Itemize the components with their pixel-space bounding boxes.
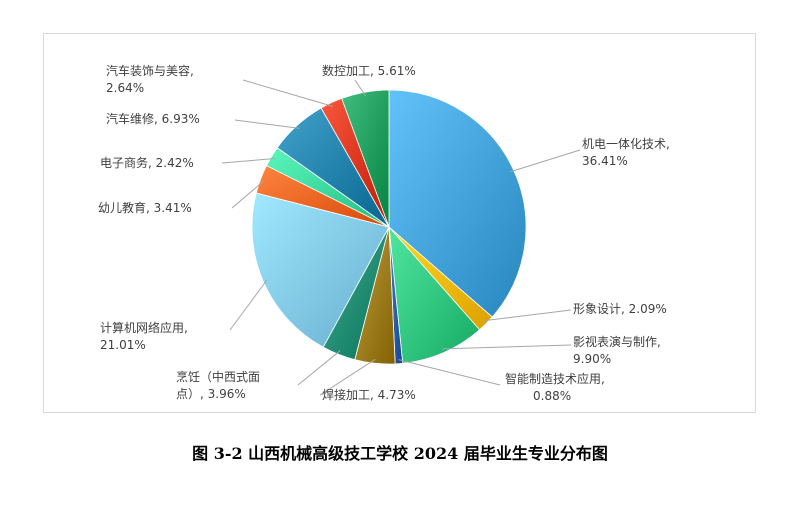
leader-line-3 [442, 344, 572, 350]
slice-label-2: 形象设计, 2.09% [573, 302, 667, 316]
slice-label-12: 数控加工, 5.61% [322, 63, 416, 78]
leader-line-6 [297, 350, 341, 386]
leader-line-12 [354, 79, 367, 97]
leader-line-1 [509, 149, 581, 173]
pie-slice-7 [251, 192, 390, 348]
figure-caption: 图 3-2 山西机械高级技工学校 2024 届毕业生专业分布图 [192, 444, 608, 463]
slice-label-6: 烹饪（中西式面点）, 3.96% [176, 369, 260, 401]
leader-line-9 [221, 158, 276, 164]
slice-label-11: 汽车装饰与美容, 2.64% [106, 63, 194, 95]
leader-line-7 [229, 279, 268, 331]
pie-slices [251, 89, 527, 365]
leader-line-10 [234, 119, 300, 129]
leader-line-5 [319, 358, 376, 396]
slice-label-5: 焊接加工, 4.73% [322, 387, 416, 402]
slice-label-9: 电子商务, 2.42% [100, 155, 194, 170]
leader-line-4 [398, 359, 501, 386]
slice-label-7: 计算机网络应用, 21.01% [100, 320, 188, 352]
slice-label-8: 幼儿教育, 3.41% [98, 200, 192, 215]
leader-line-11 [242, 79, 334, 107]
slice-label-3: 影视表演与制作, 9.90% [573, 334, 661, 366]
leader-lines [221, 79, 581, 396]
slice-label-4: 智能制造技术应用, 0.88% [505, 371, 605, 403]
data-labels: 机电一体化技术, 36.41% 形象设计, 2.09% 影视表演与制作, 9.90% 智能… [98, 63, 670, 403]
pie-slice-12 [341, 89, 390, 228]
leader-line-2 [483, 309, 572, 322]
slice-label-10: 汽车维修, 6.93% [106, 111, 200, 126]
pie-slice-3 [388, 225, 481, 364]
leader-line-8 [231, 180, 265, 209]
slice-label-1: 机电一体化技术, 36.41% [582, 137, 670, 168]
